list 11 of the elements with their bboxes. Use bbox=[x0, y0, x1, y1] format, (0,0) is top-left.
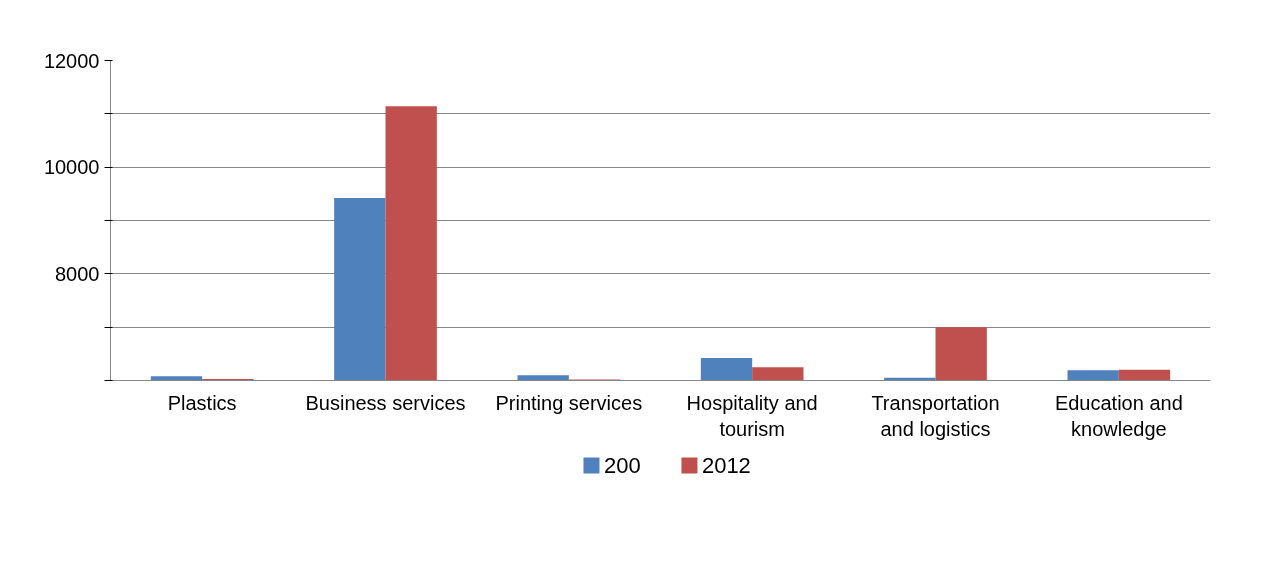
x-tick-label: Printing services bbox=[495, 391, 643, 414]
x-tick-label: Plastics bbox=[167, 391, 237, 414]
x-tick-label: Hospitality and tourism bbox=[686, 391, 818, 440]
legend-label: 200 bbox=[603, 453, 641, 478]
x-tick-label: Business services bbox=[305, 391, 466, 414]
y-tick-label: 10000 bbox=[43, 156, 100, 179]
legend-label: 2012 bbox=[701, 453, 751, 478]
x-tick-label: Transportation and logistics bbox=[871, 391, 1000, 440]
y-tick-label: 12000 bbox=[43, 49, 100, 72]
y-tick-label: 8000 bbox=[55, 262, 100, 285]
x-tick-label: Education and knowledge bbox=[1054, 391, 1183, 440]
